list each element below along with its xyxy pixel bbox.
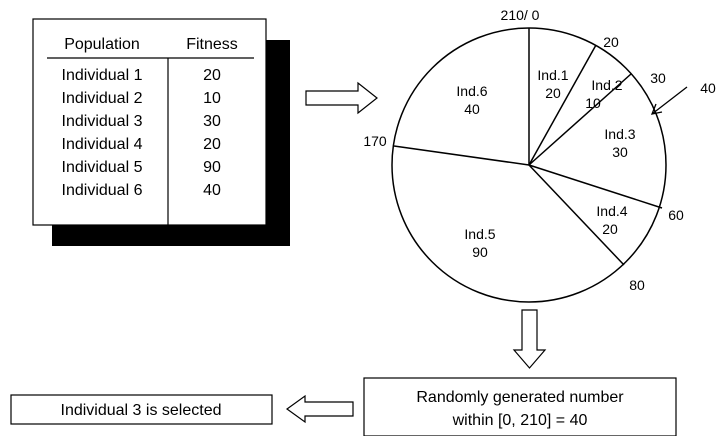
boundary-label-0: 210/ 0 <box>501 7 540 23</box>
fitness-table: Population Fitness Individual 1 20 Indiv… <box>32 18 290 246</box>
table-header-fitness: Fitness <box>186 36 238 53</box>
slice-6-value: 40 <box>464 101 480 117</box>
slice-boundary-20 <box>528 44 597 166</box>
table-row-3-individual: Individual 3 <box>62 113 143 130</box>
slice-4-name: Ind.4 <box>596 203 627 219</box>
slice-boundary-170 <box>393 145 530 166</box>
table-row-2-fitness: 10 <box>203 90 221 107</box>
table-row-4-individual: Individual 4 <box>62 136 143 153</box>
boundary-label-30: 30 <box>650 70 666 86</box>
table-row-5-individual: Individual 5 <box>62 159 143 176</box>
table-header-population: Population <box>64 36 140 53</box>
table-box <box>32 18 267 226</box>
boundary-label-80: 80 <box>629 277 645 293</box>
slice-boundary-30 <box>528 73 632 166</box>
table-row-1-individual: Individual 1 <box>62 67 143 84</box>
random-number-box <box>363 377 677 436</box>
table-row-5-fitness: 90 <box>203 159 221 176</box>
down-arrow-icon <box>512 309 547 369</box>
slice-1-name: Ind.1 <box>537 67 568 83</box>
table-row-6-individual: Individual 6 <box>62 182 143 199</box>
selection-pointer-arrow-icon <box>650 86 688 115</box>
right-arrow-icon <box>305 81 378 115</box>
slice-3-name: Ind.3 <box>604 126 635 142</box>
table-row-6-fitness: 40 <box>203 182 221 199</box>
left-arrow-icon <box>285 394 354 424</box>
boundary-label-20: 20 <box>603 34 619 50</box>
slice-1-value: 20 <box>545 85 561 101</box>
table-row-2-individual: Individual 2 <box>62 90 143 107</box>
boundary-label-60: 60 <box>668 207 684 223</box>
slice-6-name: Ind.6 <box>456 83 487 99</box>
slice-5-value: 90 <box>472 244 488 260</box>
result-text: Individual 3 is selected <box>61 402 222 419</box>
random-number-line-1: Randomly generated number <box>416 389 624 406</box>
slice-2-value: 10 <box>585 95 601 111</box>
table-row-4-fitness: 20 <box>203 136 221 153</box>
slice-2-name: Ind.2 <box>591 77 622 93</box>
slice-5-name: Ind.5 <box>464 226 495 242</box>
random-number-line-2: within [0, 210] = 40 <box>452 412 588 429</box>
slice-boundary-60 <box>528 164 663 209</box>
slice-3-value: 30 <box>612 144 628 160</box>
result-box <box>10 394 273 425</box>
table-row-3-fitness: 30 <box>203 113 221 130</box>
table-row-1-fitness: 20 <box>203 67 221 84</box>
boundary-label-170: 170 <box>363 133 387 149</box>
pointer-label: 40 <box>700 80 716 96</box>
slice-boundary-80 <box>528 164 625 266</box>
roulette-wheel: Ind.1 20 Ind.2 10 Ind.3 30 Ind.4 20 Ind.… <box>363 7 716 303</box>
slice-4-value: 20 <box>602 221 618 237</box>
